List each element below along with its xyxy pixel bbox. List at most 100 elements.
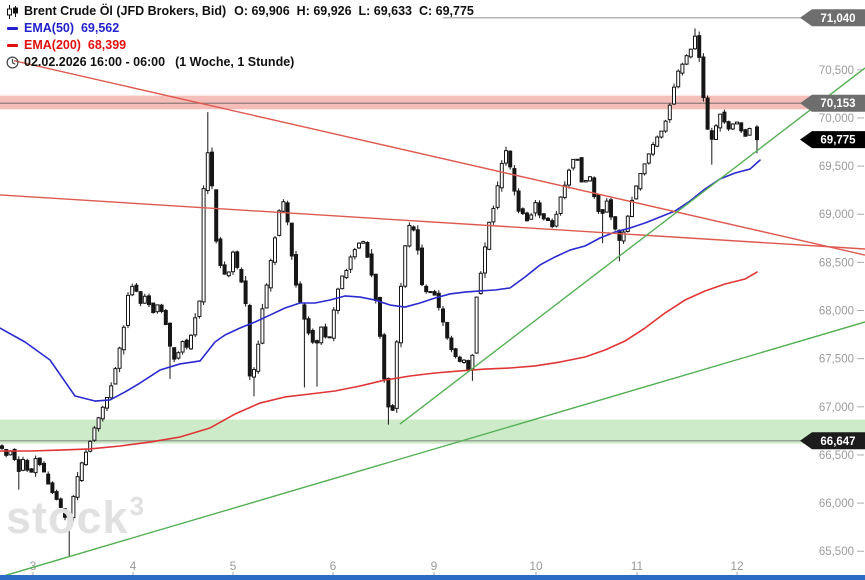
- candle-body-up: [331, 309, 336, 339]
- candle-body-down: [365, 241, 370, 258]
- ohlc-values: O: 69,906 H: 69,926 L: 69,633 C: 69,775: [234, 4, 474, 18]
- candle-body-down: [600, 209, 605, 214]
- candle-body-down: [214, 189, 219, 242]
- candle-body-up: [642, 163, 647, 175]
- price-badges: 71,040 70,153 69,775 66,647: [800, 9, 865, 450]
- candle-body-down: [134, 284, 139, 292]
- candle-body-down: [302, 304, 307, 320]
- candle-body-down: [218, 238, 223, 266]
- candle-body-up: [352, 249, 357, 258]
- candle-body-down: [147, 295, 151, 306]
- candle-body-down: [29, 468, 34, 473]
- price-badge-label: 66,647: [820, 436, 855, 448]
- y-tick-label: 68,500: [819, 257, 854, 269]
- ema50-line[interactable]: [0, 159, 761, 402]
- candle-body-up: [558, 196, 563, 215]
- y-tick-label: 66,500: [819, 450, 854, 462]
- trendline-green-ascending-steep[interactable]: [399, 67, 865, 425]
- ema200-line-layer: [0, 271, 758, 452]
- candle-body-down: [420, 247, 424, 286]
- candle-body-up: [180, 340, 185, 353]
- ema50-line-layer: [0, 159, 761, 402]
- y-tick-label: 69,500: [819, 161, 854, 173]
- candle-body-up: [625, 215, 630, 233]
- candle-body-down: [449, 337, 454, 351]
- candle-body-up: [109, 385, 114, 399]
- candle-body-down: [722, 111, 727, 123]
- candle-body-down: [520, 208, 525, 215]
- candles-layer: [0, 28, 759, 557]
- price-badge-shape: [800, 94, 865, 112]
- candle-body-up: [688, 48, 693, 58]
- candle-body-down: [726, 121, 731, 130]
- candle-body-up: [638, 173, 643, 190]
- candle-body-up: [281, 201, 286, 212]
- candle-body-up: [344, 269, 349, 279]
- timerange-text: 02.02.2026 16:00 - 06:00: [24, 55, 166, 69]
- clock-icon: [4, 56, 20, 69]
- candle-body-up: [567, 169, 571, 186]
- candle-body-down: [609, 199, 613, 218]
- ema50-legend-row[interactable]: EMA(50) 69,562: [4, 20, 474, 37]
- candle-body-up: [226, 271, 231, 277]
- candle-body-up: [495, 185, 500, 208]
- candle-body-up: [604, 200, 609, 213]
- ema200-line[interactable]: [0, 271, 758, 452]
- candle-body-down: [168, 322, 172, 347]
- candle-body-up: [33, 458, 38, 474]
- ema200-color-swatch: [4, 44, 20, 47]
- ema50-color-swatch: [4, 27, 20, 30]
- candle-body-up: [273, 237, 277, 263]
- candle-body-up: [84, 451, 88, 466]
- candle-body-up: [718, 113, 723, 129]
- candle-body-down: [386, 377, 391, 408]
- candle-body-down: [592, 177, 597, 198]
- x-tick-label: 11: [631, 559, 644, 573]
- candle-body-up: [676, 70, 681, 88]
- chart-legend: Brent Crude Öl (JFD Brokers, Bid) O: 69,…: [4, 3, 474, 71]
- candle-body-down: [46, 473, 51, 485]
- candle-body-up: [260, 308, 265, 344]
- candle-body-down: [323, 326, 328, 338]
- candle-body-up: [621, 231, 626, 242]
- trendline-red-descending-shallow[interactable]: [0, 194, 865, 250]
- trendline-red-descending-steep[interactable]: [13, 59, 865, 256]
- candle-body-up: [197, 300, 202, 318]
- y-axis-price-scale[interactable]: 70,500 70,000 69,500 69,000 68,500 68,000 67,5…: [819, 65, 864, 558]
- x-tick-label: 9: [431, 559, 438, 573]
- candle-body-down: [512, 168, 517, 192]
- candle-body-up: [21, 459, 25, 471]
- candle-body-up: [562, 184, 567, 198]
- candle-body-down: [247, 305, 252, 377]
- candle-body-down: [172, 347, 177, 360]
- x-tick-label: 5: [230, 559, 237, 573]
- x-tick-label: 4: [130, 559, 137, 573]
- candle-body-up: [499, 162, 504, 189]
- ema200-legend-row[interactable]: EMA(200) 68,399: [4, 37, 474, 54]
- candle-body-up: [71, 495, 76, 519]
- candle-body-down: [306, 318, 311, 334]
- candle-body-up: [88, 440, 93, 452]
- price-badge-shape: [800, 9, 865, 27]
- candle-body-up: [735, 121, 739, 125]
- candle-body-down: [428, 291, 433, 294]
- candle-body-up: [142, 295, 147, 304]
- candle-body-down: [373, 273, 378, 302]
- candle-body-up: [684, 55, 689, 65]
- candle-body-up: [117, 347, 122, 369]
- timerange-row[interactable]: 02.02.2026 16:00 - 06:00 (1 Woche, 1 Stu…: [4, 54, 474, 71]
- candle-body-up: [319, 326, 324, 344]
- instrument-row[interactable]: Brent Crude Öl (JFD Brokers, Bid) O: 69,…: [4, 3, 474, 20]
- candle-body-down: [151, 302, 156, 314]
- instrument-title: Brent Crude Öl (JFD Brokers, Bid): [24, 4, 227, 18]
- candle-body-up: [399, 285, 403, 344]
- candle-body-down: [243, 280, 248, 305]
- candle-body-up: [630, 199, 634, 217]
- candle-body-down: [222, 264, 227, 275]
- candle-body-down: [138, 291, 143, 304]
- x-axis-time-scale[interactable]: 3 4 5 6 9 10 11 12: [30, 559, 744, 577]
- trendline-green-ascending-shallow[interactable]: [0, 321, 865, 578]
- candle-body-down: [432, 291, 437, 296]
